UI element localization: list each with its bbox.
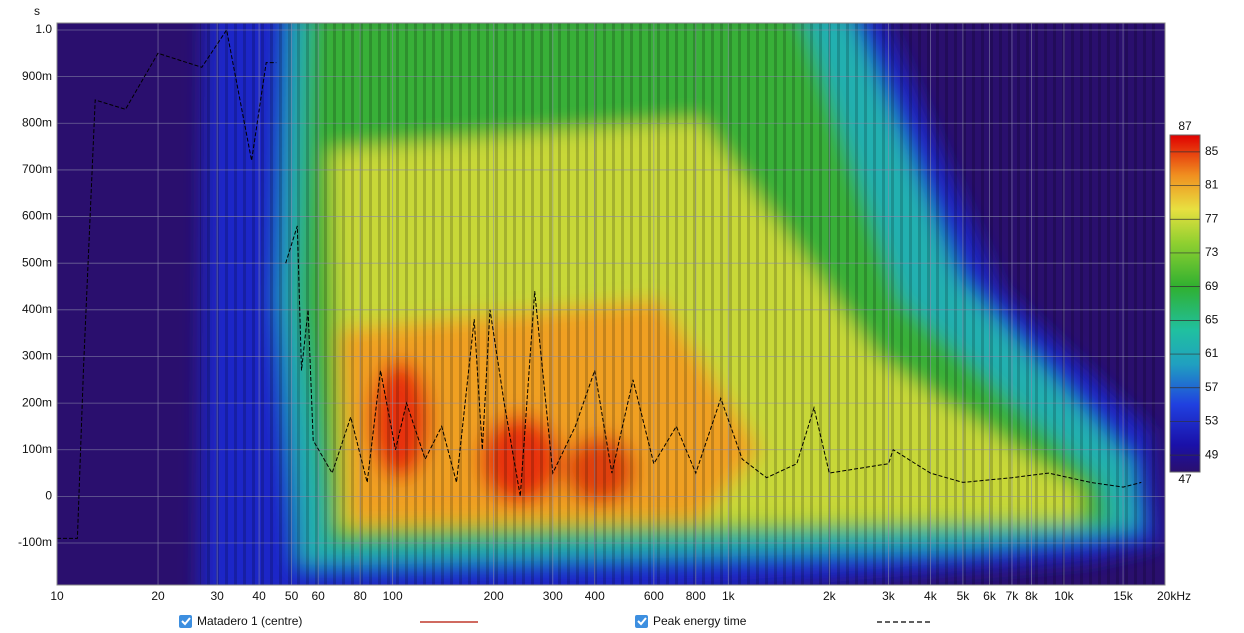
colorbar-tick-label: 57: [1205, 380, 1219, 394]
colorbar-tick-label: 87: [1178, 119, 1192, 133]
x-tick-label: 5k: [957, 589, 971, 603]
y-tick-label: -100m: [18, 535, 52, 549]
x-tick-label: 7k: [1006, 589, 1020, 603]
x-tick-label: 2k: [823, 589, 837, 603]
x-tick-label: 20: [151, 589, 165, 603]
colorbar-tick-label: 69: [1205, 279, 1219, 293]
colorbar-tick-label: 81: [1205, 178, 1219, 192]
checkmark: [637, 617, 647, 626]
plot-frame: [56, 22, 1166, 586]
spectrogram: [200, 23, 1160, 585]
colorbar-tick-label: 77: [1205, 211, 1219, 225]
y-tick-label: 700m: [22, 162, 52, 176]
x-tick-label: 30: [210, 589, 224, 603]
x-tick-label: 60: [312, 589, 326, 603]
x-tick-label: 50: [285, 589, 299, 603]
y-tick-label: 600m: [22, 209, 52, 223]
colorbar-tick-label: 47: [1178, 472, 1192, 486]
colorbar-tick-label: 73: [1205, 245, 1219, 259]
x-tick-label: 20kHz: [1157, 589, 1191, 603]
x-tick-label: 10k: [1054, 589, 1074, 603]
y-tick-label: 400m: [22, 302, 52, 316]
y-tick-label: 300m: [22, 349, 52, 363]
x-tick-label: 100: [383, 589, 403, 603]
x-tick-label: 10: [50, 589, 64, 603]
x-tick-label: 800: [686, 589, 706, 603]
colorbar: [1169, 134, 1201, 473]
colorbar-tick-label: 85: [1205, 144, 1219, 158]
legend: Matadero 1 (centre) Peak energy time: [179, 614, 932, 628]
y-tick-label: 0: [45, 489, 52, 503]
y-tick-label: 200m: [22, 395, 52, 409]
x-tick-label: 200: [484, 589, 504, 603]
y-tick-label: 100m: [22, 442, 52, 456]
colorbar-tick-label: 61: [1205, 346, 1219, 360]
x-tick-label: 80: [353, 589, 367, 603]
x-tick-label: 3k: [882, 589, 896, 603]
peak-energy-line: [57, 28, 1142, 539]
y-unit: s: [34, 4, 40, 18]
x-tick-label: 8k: [1025, 589, 1039, 603]
x-tick-label: 4k: [924, 589, 938, 603]
checkmark: [181, 617, 191, 626]
colorbar-tick-label: 53: [1205, 414, 1219, 428]
checkbox[interactable]: [179, 615, 192, 628]
x-tick-label: 15k: [1113, 589, 1133, 603]
legend-label: Matadero 1 (centre): [197, 614, 302, 628]
x-tick-label: 600: [644, 589, 664, 603]
y-tick-label: 500m: [22, 255, 52, 269]
colorbar-tick-label: 49: [1205, 447, 1219, 461]
x-tick-label: 40: [252, 589, 266, 603]
x-tick-label: 300: [543, 589, 563, 603]
y-tick-label: 1.0: [35, 22, 52, 36]
x-tick-label: 6k: [983, 589, 997, 603]
y-tick-label: 900m: [22, 69, 52, 83]
colorbar-tick-label: 65: [1205, 313, 1219, 327]
legend-label: Peak energy time: [653, 614, 747, 628]
x-tick-label: 1k: [722, 589, 736, 603]
checkbox[interactable]: [635, 615, 648, 628]
y-tick-label: 800m: [22, 115, 52, 129]
x-tick-label: 400: [585, 589, 605, 603]
